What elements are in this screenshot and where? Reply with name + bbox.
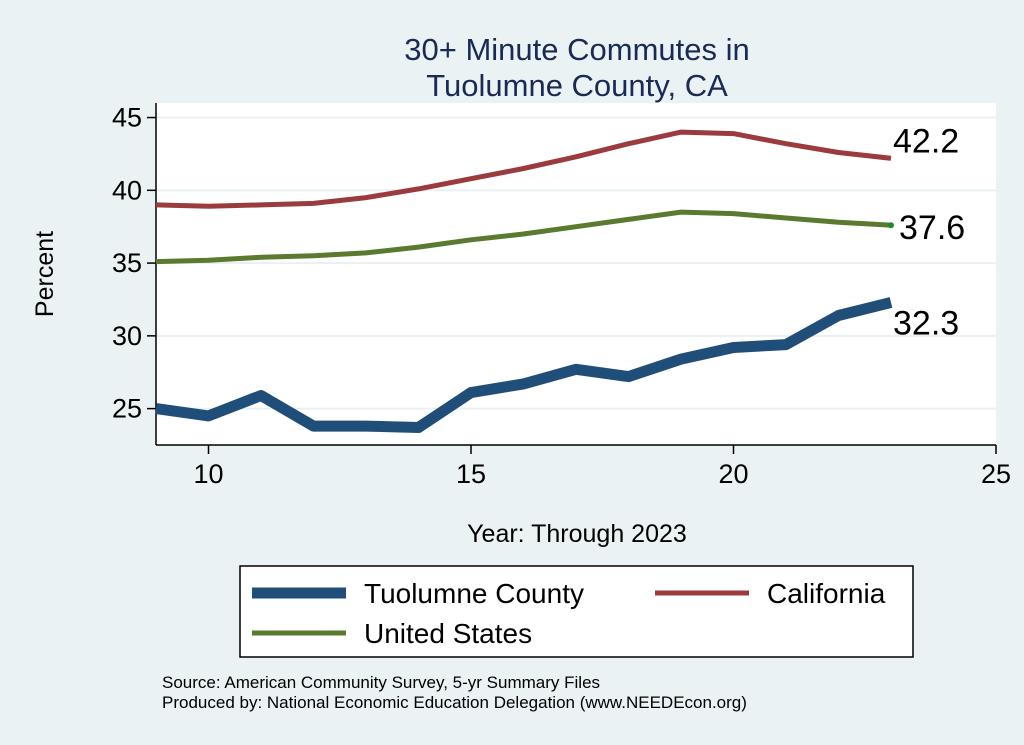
series-line-tuolumne (155, 297, 893, 433)
y-tick-label-40: 40 (112, 175, 142, 205)
y-tick-label-25: 25 (112, 394, 142, 424)
end-label-united-states: 37.6 (899, 209, 965, 247)
end-label-california: 42.2 (893, 122, 959, 160)
end-labels: 42.2 37.6 32.3 (893, 122, 965, 342)
y-tick-label-35: 35 (112, 248, 142, 278)
producer-note: Produced by: National Economic Education… (162, 693, 747, 712)
series-line-california (155, 129, 892, 209)
x-tick-label-25: 25 (981, 459, 1011, 489)
x-tick-label-10: 10 (193, 459, 223, 489)
plot-area (156, 103, 996, 445)
y-tick-label-30: 30 (112, 321, 142, 351)
legend-box (239, 565, 914, 658)
end-point-united-states (888, 222, 894, 229)
x-tick-label-15: 15 (456, 459, 486, 489)
x-axis-title: Year: Through 2023 (467, 520, 687, 548)
series-lines (155, 129, 894, 433)
legend: Tuolumne County California United States (239, 565, 914, 658)
legend-label-united-states: United States (364, 618, 532, 649)
y-tick-label-45: 45 (112, 103, 142, 133)
axes: 25 30 35 40 45 10 15 20 25 (112, 103, 1011, 489)
legend-label-california: California (767, 578, 886, 609)
legend-label-tuolumne: Tuolumne County (364, 578, 584, 609)
chart-title-line-1: 30+ Minute Commutes in (404, 32, 749, 67)
source-note: Source: American Community Survey, 5-yr … (162, 673, 600, 692)
end-label-tuolumne: 32.3 (893, 304, 959, 342)
gridlines (156, 116, 996, 410)
series-line-united-states (155, 209, 892, 265)
chart-title-line-2: Tuolumne County, CA (426, 68, 728, 103)
y-axis-title: Percent (31, 231, 59, 317)
x-tick-label-20: 20 (718, 459, 748, 489)
